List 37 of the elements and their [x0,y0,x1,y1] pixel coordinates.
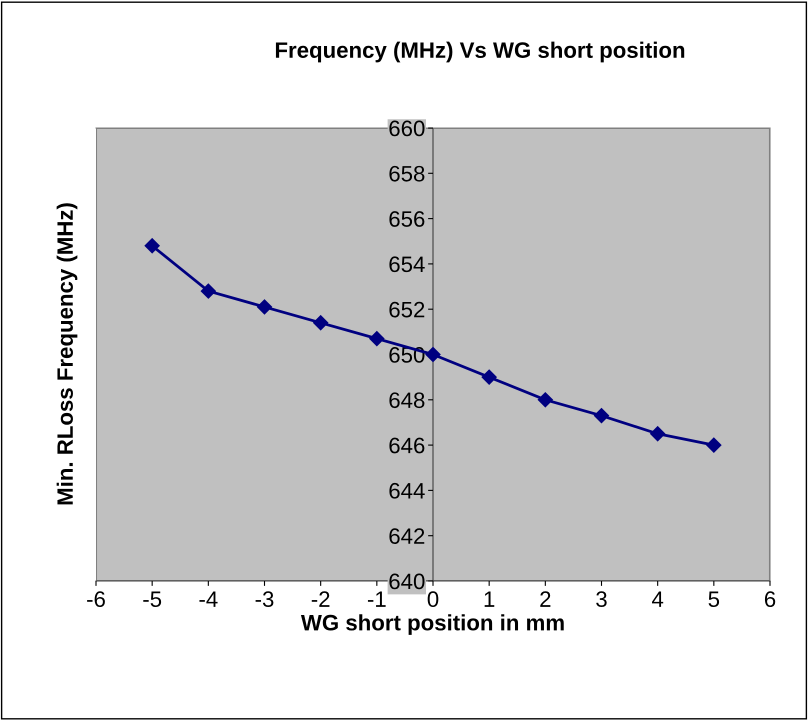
x-tick-label: 0 [428,591,438,608]
point [706,438,722,453]
y-tick-label: 652 [389,302,424,318]
point [200,284,216,299]
y-tick-label: 644 [389,482,425,499]
point [425,346,441,362]
point [313,315,328,330]
point [482,370,497,385]
y-tick-label: 648 [389,392,424,408]
y-axis-title: Min. RLoss Frequency (MHz) [56,203,78,504]
y-tick-label: 640 [389,574,424,590]
x-tick-label: -3 [256,591,274,608]
y-tick-label: 658 [389,166,424,182]
x-tick-label: 2 [540,591,550,607]
x-tick-label: 6 [764,591,776,608]
point [594,408,610,424]
y-tick-label: 654 [389,256,425,272]
y-tick-label: 660 [389,120,424,136]
y-tick-label: 656 [389,211,424,227]
y-tick-label: 646 [389,438,424,454]
x-tick-label: 3 [596,591,607,608]
x-tick-label: 4 [652,592,664,607]
x-tick-label: -4 [199,592,218,607]
x-tick-label: -6 [87,591,105,608]
point [369,331,384,346]
chart-title: Frequency (MHz) Vs WG short position [276,42,684,62]
x-tick-label: -5 [143,592,162,608]
point [650,426,666,442]
point [538,392,553,408]
x-tick-label: 1 [484,592,494,607]
point [144,238,160,254]
x-tick-label: 5 [708,592,720,608]
x-axis-title: WG short position in mm [300,614,564,635]
x-tick-label: -2 [312,591,330,607]
point [256,299,272,315]
y-tick-label: 642 [389,528,424,544]
x-tick-label: -1 [368,592,386,607]
